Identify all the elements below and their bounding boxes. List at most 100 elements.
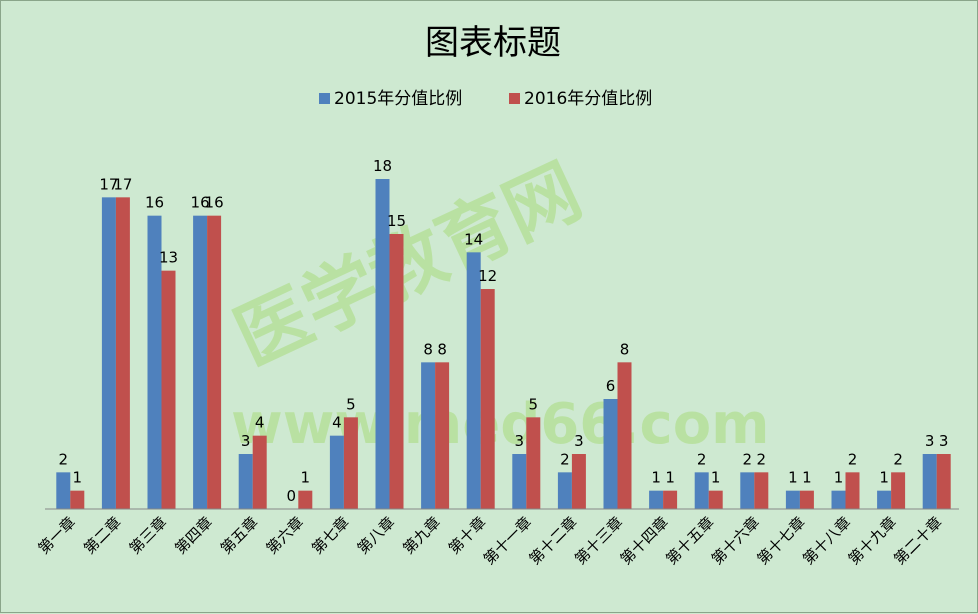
watermark-line2: www.med66.com [231,392,770,457]
data-label-2-20: 3 [939,432,949,450]
bar-2-7 [343,417,358,509]
bar-2-2 [115,197,130,510]
x-tick-label-8: 第八章 [354,513,399,558]
data-label-1-18: 1 [834,469,844,487]
bar-2-5 [252,435,267,509]
data-label-2-14: 1 [665,469,675,487]
bar-2-14 [663,490,678,509]
data-label-1-1: 2 [59,450,69,468]
legend-label-2: 2016年分值比例 [524,89,652,109]
data-label-2-7: 5 [346,395,356,413]
x-tick-label-6: 第六章 [263,513,308,558]
data-label-2-10: 12 [478,267,497,285]
bar-1-4 [193,215,208,509]
bar-1-9 [421,362,436,509]
bar-1-19 [877,490,892,509]
bar-2-13 [617,362,632,509]
legend-label-1: 2015年分值比例 [334,89,462,109]
x-tick-label-1: 第一章 [35,513,80,558]
data-label-2-19: 2 [893,450,903,468]
bar-2-1 [70,490,85,509]
bar-1-7 [329,435,344,509]
data-label-1-8: 18 [373,157,392,175]
x-tick-label-18: 第十八章 [799,513,854,568]
data-label-2-2: 17 [113,175,132,193]
data-label-2-12: 3 [574,432,584,450]
data-label-2-1: 1 [73,469,83,487]
bar-2-11 [526,417,541,509]
x-tick-label-14: 第十四章 [617,513,672,568]
data-label-1-16: 2 [743,450,753,468]
bar-1-12 [557,472,572,509]
bar-2-3 [161,270,176,509]
data-label-2-13: 8 [620,340,630,358]
x-ticks: 第一章 第二章 第三章 第四章 第五章 第六章 第七章 第八章 第九章 第十章第十一章第十二章第十… [35,513,946,568]
x-tick-label-19: 第十九章 [845,513,900,568]
data-label-1-7: 4 [332,414,342,432]
data-label-1-6: 0 [287,487,297,505]
x-tick-label-16: 第十六章 [708,513,763,568]
data-label-1-14: 1 [651,469,661,487]
bar-2-19 [891,472,906,509]
bar-1-13 [603,399,618,509]
data-label-2-9: 8 [437,340,447,358]
data-label-1-4: 16 [191,194,210,212]
bar-2-12 [571,454,586,509]
bar-2-9 [435,362,450,509]
bar-1-11 [512,454,527,509]
bar-1-8 [375,179,390,509]
data-label-2-17: 1 [802,469,812,487]
bar-1-20 [922,454,937,509]
data-label-1-2: 17 [99,175,118,193]
bar-1-14 [649,490,664,509]
bar-2-6 [298,490,313,509]
data-label-1-15: 2 [697,450,707,468]
x-tick-label-10: 第十章 [445,513,490,558]
data-label-1-17: 1 [788,469,798,487]
x-tick-label-20: 第二十章 [890,513,945,568]
bar-1-15 [694,472,709,509]
data-label-1-12: 2 [560,450,570,468]
bar-2-15 [708,490,723,509]
data-label-1-13: 6 [606,377,616,395]
data-label-2-8: 15 [387,212,406,230]
bar-1-1 [56,472,71,509]
bar-1-5 [238,454,253,509]
data-label-2-6: 1 [301,469,311,487]
x-tick-label-11: 第十一章 [480,513,535,568]
data-label-2-4: 16 [205,194,224,212]
bar-2-17 [799,490,814,509]
x-tick-label-12: 第十二章 [526,513,581,568]
x-tick-label-4: 第四章 [171,513,216,558]
bar-2-16 [754,472,769,509]
bar-1-17 [785,490,800,509]
data-label-1-9: 8 [423,340,433,358]
legend-swatch-2 [509,93,520,104]
x-tick-label-9: 第九章 [399,513,444,558]
data-label-1-11: 3 [515,432,525,450]
legend: 2015年分值比例 2016年分值比例 [319,89,652,109]
bar-2-4 [207,215,222,509]
x-tick-label-15: 第十五章 [662,513,717,568]
x-tick-label-17: 第十七章 [754,513,809,568]
data-label-1-20: 3 [925,432,935,450]
legend-swatch-1 [319,93,330,104]
data-label-2-5: 4 [255,414,265,432]
bar-1-18 [831,490,846,509]
x-tick-label-7: 第七章 [308,513,353,558]
watermark-line1: 医学教育网 [222,148,594,382]
x-tick-label-5: 第五章 [217,513,262,558]
bar-2-18 [845,472,860,509]
bar-1-2 [101,197,116,510]
data-label-2-16: 2 [757,450,767,468]
data-label-1-19: 1 [879,469,889,487]
data-label-2-18: 2 [848,450,858,468]
data-label-1-5: 3 [241,432,251,450]
bar-2-10 [480,289,495,509]
bar-1-3 [147,215,162,509]
data-label-1-3: 16 [145,194,164,212]
chart-title: 图表标题 [425,23,561,63]
